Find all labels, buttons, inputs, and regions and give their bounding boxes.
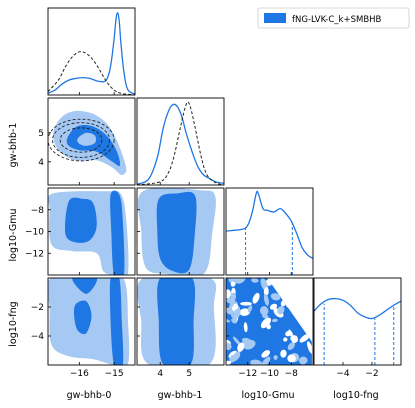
mottle-blob <box>277 306 285 315</box>
mottle-blob <box>300 304 306 312</box>
contour-hole-1-0 <box>77 132 97 146</box>
mottle-blob <box>240 301 252 306</box>
xlabel-gw-bhb-0: gw-bhb-0 <box>67 390 112 401</box>
mottle-blob <box>247 305 253 313</box>
mottle-blob <box>287 342 295 351</box>
mottle-blob <box>287 354 296 363</box>
xtick-label-log10-Gmu-1: −10 <box>260 369 279 379</box>
mottle-blob <box>271 318 278 323</box>
mottle-blob <box>239 308 251 316</box>
mottle-blob <box>263 294 269 306</box>
mottle-blob <box>263 287 269 296</box>
mottle-blob <box>226 342 232 351</box>
ytick-label-log10-fng-1: −4 <box>31 332 45 342</box>
legend: fNG-LVK-C_k+SMBHB <box>257 7 410 29</box>
contour-inner-2-0a <box>65 197 97 243</box>
contour-inner-2-0b <box>110 190 125 275</box>
ytick-label-log10-Gmu-1: −10 <box>25 228 44 238</box>
reference-ellipse-1 <box>52 122 111 158</box>
panel-frame-1-1 <box>136 97 225 186</box>
reference-curve-gw-bhb-1 <box>137 101 224 185</box>
legend-label: fNG-LVK-C_k+SMBHB <box>292 15 382 25</box>
ytick-label-log10-fng-0: −2 <box>31 303 44 313</box>
xtick-label-gw-bhb-1-0: 4 <box>157 369 163 379</box>
xtick-label-gw-bhb-0-1: −15 <box>105 369 124 379</box>
ytick-label-log10-Gmu-0: −8 <box>31 206 45 216</box>
panel-frame-2-2 <box>225 187 314 276</box>
mottle-blob <box>226 289 232 299</box>
mottle-blob <box>269 303 278 310</box>
mottle-blob <box>263 350 269 357</box>
contour-inner-1-0 <box>66 125 121 167</box>
contour-inner-3-0b <box>73 300 92 335</box>
mottle-blob <box>233 303 239 310</box>
ylabel-log10-fng: log10-fng <box>8 301 19 346</box>
panel-frame-3-3 <box>313 277 402 366</box>
mottle-blob <box>289 279 295 288</box>
posterior-curve-log10-Gmu <box>226 190 313 259</box>
panel-frame-1-0 <box>47 97 136 186</box>
mottle-blob <box>279 281 288 288</box>
mottle-blob <box>285 330 292 337</box>
mottle-blob <box>252 292 260 304</box>
mottle-blob <box>260 317 272 329</box>
mottle-blob <box>299 333 311 343</box>
xtick-label-log10-Gmu-2: −8 <box>285 369 299 379</box>
reference-ellipse-0 <box>59 127 103 153</box>
xlabel-log10-Gmu: log10-Gmu <box>242 390 295 401</box>
mottle-blob <box>273 355 278 360</box>
mottle-blob <box>307 327 312 335</box>
mottle-blob <box>300 284 309 290</box>
xlabel-log10-fng: log10-fng <box>333 390 378 401</box>
panel-frame-3-0 <box>47 277 136 366</box>
posterior-curve-gw-bhb-0 <box>48 12 135 95</box>
xlabel-gw-bhb-1: gw-bhb-1 <box>158 390 203 401</box>
xtick-label-log10-fng-1: −2 <box>365 369 378 379</box>
xtick-label-gw-bhb-1-1: 5 <box>186 369 192 379</box>
ytick-label-gw-bhb-1-1: 5 <box>38 129 44 139</box>
mottle-blob <box>243 322 248 333</box>
mottle-blob <box>298 356 308 365</box>
panel-frame-3-1 <box>136 277 225 366</box>
mottle-blob <box>270 293 281 301</box>
posterior-curve-log10-fng <box>314 297 401 320</box>
panel-frame-0-0 <box>47 7 136 96</box>
mottle-blob <box>232 351 241 361</box>
ytick-label-log10-Gmu-2: −12 <box>25 249 44 259</box>
legend-swatch <box>264 13 286 23</box>
ylabel-gw-bhb-1: gw-bhb-1 <box>8 123 19 168</box>
mottle-blob <box>251 278 259 283</box>
reference-curve-gw-bhb-0 <box>48 51 135 95</box>
mottle-blob <box>281 289 288 296</box>
xtick-label-gw-bhb-0-0: −16 <box>70 369 89 379</box>
mottle-blob <box>278 281 283 290</box>
ytick-label-gw-bhb-1-0: 4 <box>38 158 44 168</box>
mottle-blob <box>295 289 301 298</box>
mottle-blob <box>230 313 238 320</box>
mottle-blob <box>226 297 236 304</box>
mottle-blob <box>237 342 245 352</box>
mottle-blob <box>231 278 244 284</box>
xtick-label-log10-Gmu-0: −12 <box>238 369 257 379</box>
contour-inner-3-0a <box>72 278 98 294</box>
contour-inner-3-1 <box>157 278 196 365</box>
posterior-curve-gw-bhb-1 <box>137 103 224 185</box>
xtick-label-log10-fng-0: −4 <box>336 369 350 379</box>
mottle-blob <box>231 318 237 324</box>
mottle-blob <box>259 306 269 316</box>
mottle-blob <box>301 298 307 304</box>
ylabel-log10-Gmu: log10-Gmu <box>8 209 19 262</box>
mottle-blob <box>290 335 298 342</box>
reference-ellipse-2 <box>48 118 115 162</box>
mottle-blob <box>280 349 287 358</box>
mottle-blob <box>283 337 288 342</box>
mottle-blob <box>306 320 312 326</box>
contour-inner-3-0c <box>109 278 124 365</box>
mottle-blob <box>306 341 312 354</box>
contour-inner-2-1 <box>156 191 197 274</box>
mottle-blob <box>241 337 252 344</box>
